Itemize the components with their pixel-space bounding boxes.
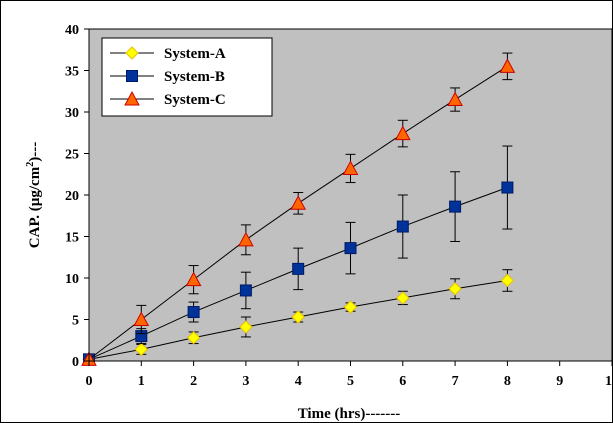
x-axis-title: Time (hrs)------- [298, 406, 401, 422]
legend-label: System-B [164, 69, 225, 85]
legend-item-system-c: System-C [110, 90, 226, 108]
x-tick-label: 1 [138, 374, 145, 389]
y-axis-title: CAP. (µg/cm2)--- [25, 142, 43, 248]
x-tick-label: 9 [556, 374, 563, 389]
series-group [81, 52, 516, 367]
y-axis-title-prefix: CAP. (µg/cm [27, 166, 43, 248]
data-point-triangle [499, 58, 516, 73]
x-tick-label: 0 [86, 374, 93, 389]
data-point-diamond [448, 282, 462, 296]
legend: System-A System-B System-C [101, 37, 273, 117]
axes-group: 0 5 10 15 20 25 30 35 40 0 1 2 3 4 5 6 7 8 9 10 [65, 23, 613, 389]
data-point-triangle [342, 160, 359, 175]
y-tick-label: 40 [65, 23, 79, 38]
data-point-square [501, 181, 514, 194]
y-axis-title-superscript: 2 [25, 162, 36, 167]
x-tick-label: 2 [190, 374, 197, 389]
data-point-square [187, 306, 200, 319]
data-point-diamond [239, 320, 253, 334]
data-point-square [449, 200, 462, 213]
y-tick-label: 10 [65, 272, 79, 287]
data-point-square [292, 262, 305, 275]
legend-label: System-C [164, 92, 226, 108]
y-tick-label: 35 [65, 65, 79, 80]
y-tick-label: 30 [65, 106, 79, 121]
data-point-square [396, 220, 409, 233]
data-point-diamond [134, 342, 149, 357]
x-tick-label: 4 [295, 374, 302, 389]
x-tick-label: 7 [452, 374, 459, 389]
y-tick-label: 15 [65, 231, 79, 246]
series-system-a [82, 269, 515, 367]
data-point-diamond [500, 273, 515, 288]
data-point-triangle [394, 125, 411, 141]
data-point-square [344, 242, 357, 255]
data-point-diamond [125, 46, 139, 60]
x-tick-label: 3 [242, 374, 249, 389]
x-tick-label: 6 [399, 374, 406, 389]
data-point-square [239, 284, 252, 297]
y-axis-title-suffix: )--- [27, 142, 43, 162]
data-point-triangle [185, 271, 202, 287]
x-tick-label: 10 [605, 374, 613, 389]
x-tick-label: 5 [347, 374, 354, 389]
y-tick-label: 5 [72, 314, 79, 329]
y-tick-label: 0 [72, 355, 79, 370]
series-system-c [81, 52, 516, 366]
data-point-diamond [396, 291, 410, 305]
y-tick-label: 20 [65, 189, 79, 204]
data-point-diamond [186, 331, 201, 345]
data-point-triangle [447, 91, 463, 107]
legend-item-system-a: System-A [110, 46, 226, 62]
data-point-diamond [343, 300, 358, 314]
x-tick-label: 8 [504, 374, 511, 389]
legend-label: System-A [164, 46, 226, 62]
data-point-square [126, 70, 138, 82]
data-point-triangle [238, 231, 254, 247]
y-tick-label: 25 [65, 148, 79, 163]
data-point-triangle [290, 195, 307, 210]
data-point-diamond [291, 310, 305, 324]
data-point-triangle [133, 311, 150, 326]
legend-item-system-b: System-B [110, 69, 225, 85]
data-point-triangle [124, 90, 140, 106]
